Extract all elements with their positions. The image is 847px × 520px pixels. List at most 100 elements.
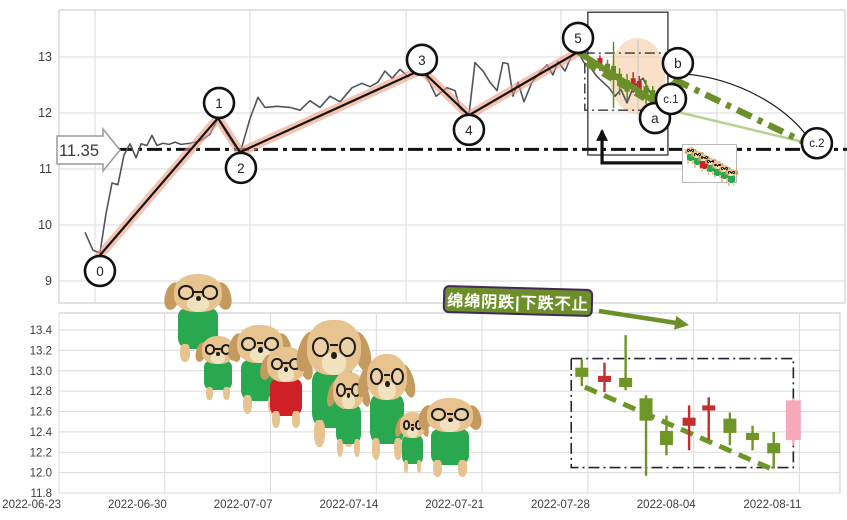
callout-arrow-shape [56,126,121,174]
lens-l-part [720,167,724,170]
mini-candle-body [650,90,656,101]
snout-part [709,162,713,166]
snout-part [688,151,693,155]
price-callout: 11.35 [56,126,121,174]
decline-trendline [583,384,772,471]
y-axis-label-top: 10 [38,218,52,232]
parallel-dashed-green [585,61,664,112]
inner-dashdot-rect [584,52,669,111]
leg-r-part [698,164,701,168]
wave-marker-circle [202,86,236,120]
bottom-plot-frame [58,312,841,494]
leg-r-part [725,178,728,182]
candle-body [619,377,633,388]
wave-marker-circle [800,126,834,160]
bridge-part [703,157,705,159]
candle-body [682,417,696,426]
candle-body [597,375,611,382]
green-projection-dashdot [672,76,812,148]
leg-l-part [700,167,703,172]
y-axis-label-bottom: 12.6 [30,407,52,419]
x-axis-label: 2022-06-23 [2,499,61,511]
x-axis-label: 2022-06-30 [108,499,167,511]
candlestick [619,335,633,391]
wave-marker-label: 2 [237,161,245,176]
green-decline-line [575,48,666,110]
leg-r-part [732,182,735,186]
bridge-part [710,161,712,163]
puppy-with-glasses-green-overalls [718,165,731,182]
leg-l-part [707,171,710,175]
leg-r-part [705,167,708,172]
callout-value: 11.35 [59,142,99,160]
body-part [720,171,729,180]
wave-marker: b [661,46,695,80]
lens-r-part [698,152,701,156]
wave-marker: 3 [405,43,439,77]
nose-part [703,158,705,160]
lens-r-part [732,170,735,174]
wave-marker-label: a [651,111,659,126]
wave-marker-label: 1 [215,96,223,111]
y-axis-label-top: 13 [38,50,52,64]
wave-marker-circle [224,151,258,185]
y-axis-label-top: 12 [38,106,52,120]
leg-l-part [714,174,717,179]
body-part [707,164,715,173]
bridge-part [689,150,692,152]
candlestick [723,412,737,446]
x-axis-label: 2022-07-21 [425,499,484,511]
lens-l-part [727,170,731,174]
nose-part [690,151,692,153]
puppy-with-glasses-green-overalls [711,161,725,179]
mini-candle-body [636,81,642,93]
wave-marker: c.1 [654,82,688,116]
candlestick [659,415,673,456]
leg-l-part [728,182,730,186]
wave-marker-circle [452,113,486,147]
wave-marker-circle [83,254,117,288]
wave-marker-label: 3 [418,53,426,68]
candle-body [767,443,781,454]
lens-r-part [704,156,708,160]
candlestick [682,405,696,451]
bridge-part [723,168,726,170]
body-part [727,175,735,184]
bridge-part [696,153,698,155]
lens-r-part [725,167,729,170]
wave-marker-label: b [674,56,682,71]
puppy-with-glasses-green-overalls [704,157,718,175]
body-part [693,157,701,166]
x-axis-label: 2022-08-04 [637,499,696,511]
snout-part [695,155,700,158]
puppy-with-glasses-green-overalls [724,168,738,186]
lens-l-part [700,156,704,160]
snout-part [715,165,720,169]
lens-l-part [707,160,711,163]
candle-body [723,418,737,433]
wave-marker-label: 4 [465,123,473,138]
wave-marker-circle [654,82,688,116]
candle-body [639,398,653,421]
candlestick [767,431,781,469]
body-part [700,160,708,169]
candlestick [575,359,589,387]
pale-projection-line [663,107,814,146]
decline-label-arrow [598,308,684,327]
lens-r-part [718,163,722,167]
y-axis-label-bottom: 11.8 [30,488,52,500]
nose-part [696,154,698,156]
elbow-arrowhead [596,128,609,141]
body-part [714,168,722,176]
decline-label-arrowhead [674,315,689,330]
x-axis-label: 2022-07-07 [214,499,273,511]
candlestick [597,362,611,393]
snout-part [702,158,706,162]
wave-marker: c.2 [800,126,834,160]
candlestick [702,397,716,441]
y-axis-label-bottom: 13.0 [30,366,52,378]
nose-part [717,165,719,167]
nose-part [724,169,726,171]
wave-marker-label: 5 [574,31,582,46]
